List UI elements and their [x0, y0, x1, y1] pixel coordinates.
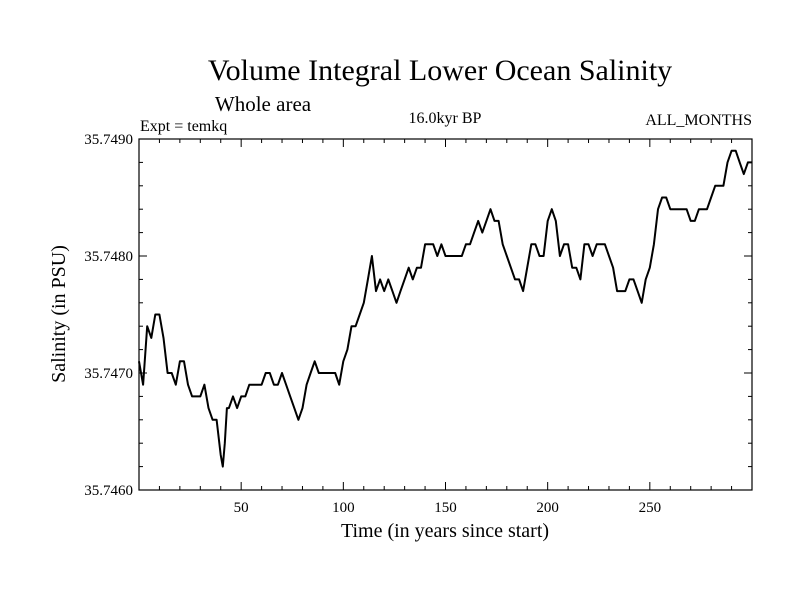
- experiment-label: Expt = temkq: [140, 118, 227, 135]
- y-tick-label: 35.7490: [84, 132, 133, 148]
- x-axis-label: Time (in years since start): [341, 520, 549, 542]
- chart-title: Volume Integral Lower Ocean Salinity: [208, 54, 672, 87]
- salinity-series-line: [138, 149, 752, 468]
- y-tick-label: 35.7470: [84, 366, 133, 382]
- y-axis: 35.7460 35.7470 35.7480 35.7490: [84, 132, 752, 499]
- months-label: ALL_MONTHS: [645, 112, 752, 129]
- x-tick-label: 200: [536, 500, 559, 516]
- x-axis: 50 100 150 200 250: [158, 139, 733, 516]
- x-tick-label: 50: [234, 500, 249, 516]
- y-axis-label: Salinity (in PSU): [48, 245, 70, 383]
- x-tick-label: 250: [639, 500, 662, 516]
- y-tick-label: 35.7460: [84, 483, 133, 499]
- x-tick-label: 100: [332, 500, 355, 516]
- x-tick-label: 150: [434, 500, 457, 516]
- chart-subtitle: Whole area: [215, 92, 312, 116]
- plot-frame: [138, 138, 753, 491]
- period-label: 16.0kyr BP: [409, 110, 482, 127]
- y-tick-label: 35.7480: [84, 249, 133, 265]
